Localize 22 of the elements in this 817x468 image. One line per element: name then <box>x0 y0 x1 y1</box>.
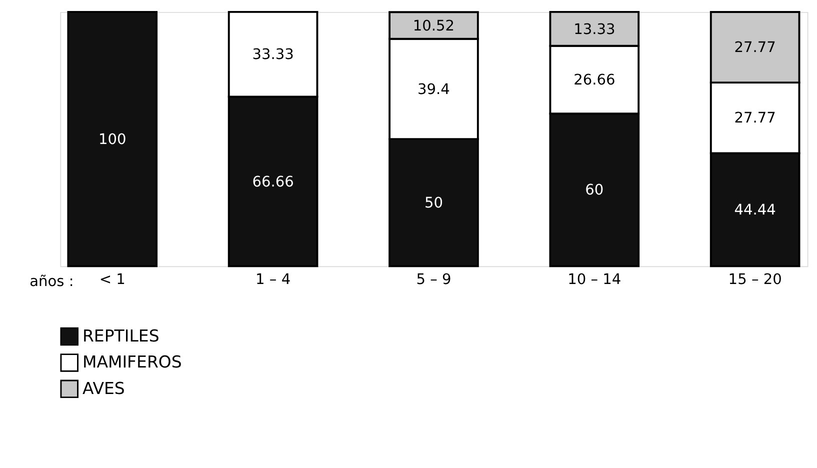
x-tick-label: 15 – 20 <box>728 271 782 288</box>
data-label: 39.4 <box>418 80 450 98</box>
data-label: 100 <box>98 130 126 148</box>
data-label: 44.44 <box>734 202 776 219</box>
data-label: 10.52 <box>412 17 455 34</box>
x-axis-title: años : <box>30 273 74 290</box>
data-label: 27.77 <box>734 110 776 127</box>
bar <box>67 10 158 268</box>
data-label: 66.66 <box>252 173 294 190</box>
data-label: 13.33 <box>574 20 616 38</box>
data-label: 26.66 <box>574 72 616 89</box>
data-label: 60 <box>585 182 604 199</box>
x-tick-label: 10 – 14 <box>568 271 622 288</box>
x-tick-label: 1 – 4 <box>256 271 291 288</box>
legend-label: MAMIFEROS <box>82 352 182 372</box>
legend-label: AVES <box>82 378 125 398</box>
x-tick-label: 5 – 9 <box>416 271 452 288</box>
legend-label: REPTILES <box>82 326 160 346</box>
data-label: 33.33 <box>252 46 294 64</box>
data-label: 50 <box>424 194 443 212</box>
data-label: 27.77 <box>734 39 776 56</box>
x-tick-label: < 1 <box>99 271 126 288</box>
